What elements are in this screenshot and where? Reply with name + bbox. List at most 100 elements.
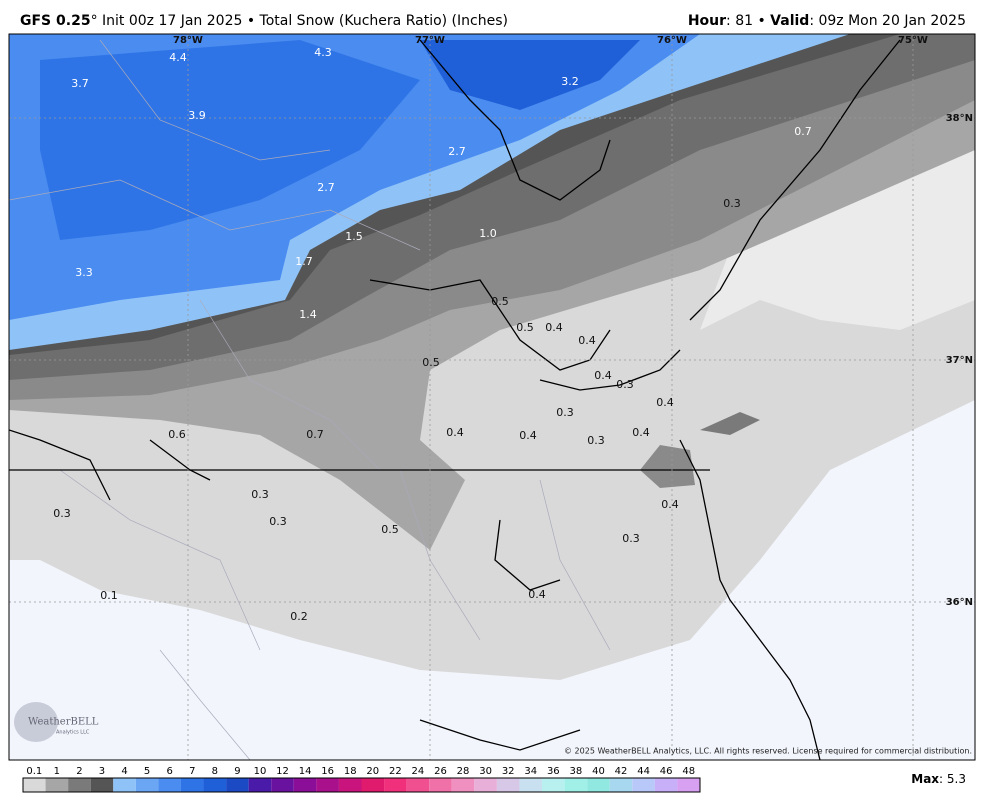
colorbar-swatch [474, 778, 497, 792]
colorbar-swatch [451, 778, 475, 792]
max-value: : 5.3 [939, 772, 966, 786]
colorbar-label: 48 [682, 766, 695, 777]
value-label: 3.2 [561, 75, 579, 88]
colorbar-label: 6 [166, 766, 172, 777]
colorbar-swatch [180, 778, 204, 792]
colorbar-swatch [271, 778, 294, 792]
colorbar-swatch [226, 778, 249, 792]
colorbar-label: 14 [299, 766, 312, 777]
value-label: 1.0 [479, 227, 497, 240]
colorbar-swatch [68, 778, 91, 792]
colorbar-label: 24 [412, 766, 425, 777]
value-label: 3.9 [188, 109, 206, 122]
max-label: Max [911, 772, 939, 786]
colorbar-swatch [23, 778, 46, 792]
value-label: 0.4 [528, 588, 546, 601]
colorbar-swatch [519, 778, 543, 792]
colorbar-swatch [293, 778, 317, 792]
value-label: 0.3 [622, 532, 640, 545]
colorbar-label: 7 [189, 766, 195, 777]
value-label: 0.3 [587, 434, 605, 447]
colorbar-label: 36 [547, 766, 560, 777]
colorbar-frame [22, 777, 701, 793]
geo-labels: 78°W 77°W 76°W 75°W 38°N 37°N 36°N [173, 35, 973, 608]
value-label: 0.5 [491, 295, 509, 308]
colorbar-label: 38 [570, 766, 583, 777]
lat-label: 37°N [946, 355, 973, 366]
colorbar-swatch [632, 778, 655, 792]
colorbar-swatch [316, 778, 339, 792]
colorbar-label: 1 [54, 766, 60, 777]
colorbar-swatch [45, 778, 69, 792]
colorbar-label: 8 [212, 766, 218, 777]
map: 4.4 4.3 3.2 3.7 3.9 2.7 2.7 1.5 1.0 1.7 3.3 0.5 1.4 0… [9, 34, 975, 760]
colorbar-swatch [654, 778, 678, 792]
colorbar-label: 44 [637, 766, 650, 777]
value-label: 1.7 [295, 255, 313, 268]
value-label: 0.3 [269, 515, 287, 528]
colorbar-swatch [564, 778, 588, 792]
value-label: 0.6 [168, 428, 186, 441]
value-label: 3.3 [75, 266, 93, 279]
colorbar-label: 4 [121, 766, 127, 777]
value-label: 0.5 [516, 321, 534, 334]
value-label: 1.4 [299, 308, 317, 321]
colorbar-swatch [542, 778, 565, 792]
value-label: 0.3 [53, 507, 71, 520]
value-label: 0.4 [656, 396, 674, 409]
colorbar-swatch [113, 778, 136, 792]
value-label: 0.4 [545, 321, 563, 334]
colorbar-swatch [203, 778, 227, 792]
colorbar: 0.1 1 2 3 4 5 6 7 8 9 10 12 14 16 18 20 22 24 26 28 30 32 34 36… [22, 766, 701, 793]
colorbar-label: 0.1 [26, 766, 42, 777]
model: GFS 0.25 [20, 13, 91, 29]
graticule [9, 34, 975, 760]
colorbar-swatch [609, 778, 633, 792]
hour-label: Hour [688, 13, 726, 29]
header-left: GFS 0.25° Init 00z 17 Jan 2025 • Total S… [20, 13, 508, 29]
valid-label: Valid [770, 13, 809, 29]
value-label: 0.4 [519, 429, 537, 442]
value-label: 0.4 [578, 334, 596, 347]
colorbar-swatch [90, 778, 114, 792]
value-label: 0.4 [661, 498, 679, 511]
lon-label: 77°W [415, 35, 445, 46]
value-label: 0.1 [100, 589, 118, 602]
value-label: 4.3 [314, 46, 332, 59]
colorbar-swatch [496, 778, 520, 792]
colorbar-label: 46 [660, 766, 673, 777]
value-labels: 4.4 4.3 3.2 3.7 3.9 2.7 2.7 1.5 1.0 1.7 3.3 0.5 1.4 0… [53, 46, 812, 623]
value-label: 2.7 [317, 181, 335, 194]
value-label: 0.3 [251, 488, 269, 501]
shade [640, 445, 695, 488]
colorbar-label: 20 [366, 766, 379, 777]
colorbar-swatch [677, 778, 700, 792]
valid-value: : 09z Mon 20 Jan 2025 [809, 13, 966, 29]
colorbar-swatch [248, 778, 272, 792]
lon-label: 76°W [657, 35, 687, 46]
value-label: 0.2 [290, 610, 308, 623]
colorbar-label: 42 [615, 766, 628, 777]
colorbar-swatch [158, 778, 181, 792]
value-label: 0.5 [381, 523, 399, 536]
colorbar-swatch [361, 778, 385, 792]
hour-value: : 81 • [726, 13, 770, 29]
colorbar-label: 5 [144, 766, 150, 777]
colorbar-label: 28 [457, 766, 470, 777]
shade [700, 412, 760, 435]
value-label: 0.4 [446, 426, 464, 439]
coastline [9, 39, 901, 760]
colorbar-label: 22 [389, 766, 402, 777]
lat-label: 38°N [946, 113, 973, 124]
value-label: 0.4 [632, 426, 650, 439]
colorbar-label: 18 [344, 766, 357, 777]
value-label: 0.3 [616, 378, 634, 391]
colorbar-swatch [587, 778, 610, 792]
colorbar-label: 2 [76, 766, 82, 777]
value-label: 2.7 [448, 145, 466, 158]
colorbar-label: 9 [234, 766, 240, 777]
colorbar-label: 32 [502, 766, 515, 777]
value-label: 4.4 [169, 51, 187, 64]
colorbar-label: 16 [321, 766, 334, 777]
